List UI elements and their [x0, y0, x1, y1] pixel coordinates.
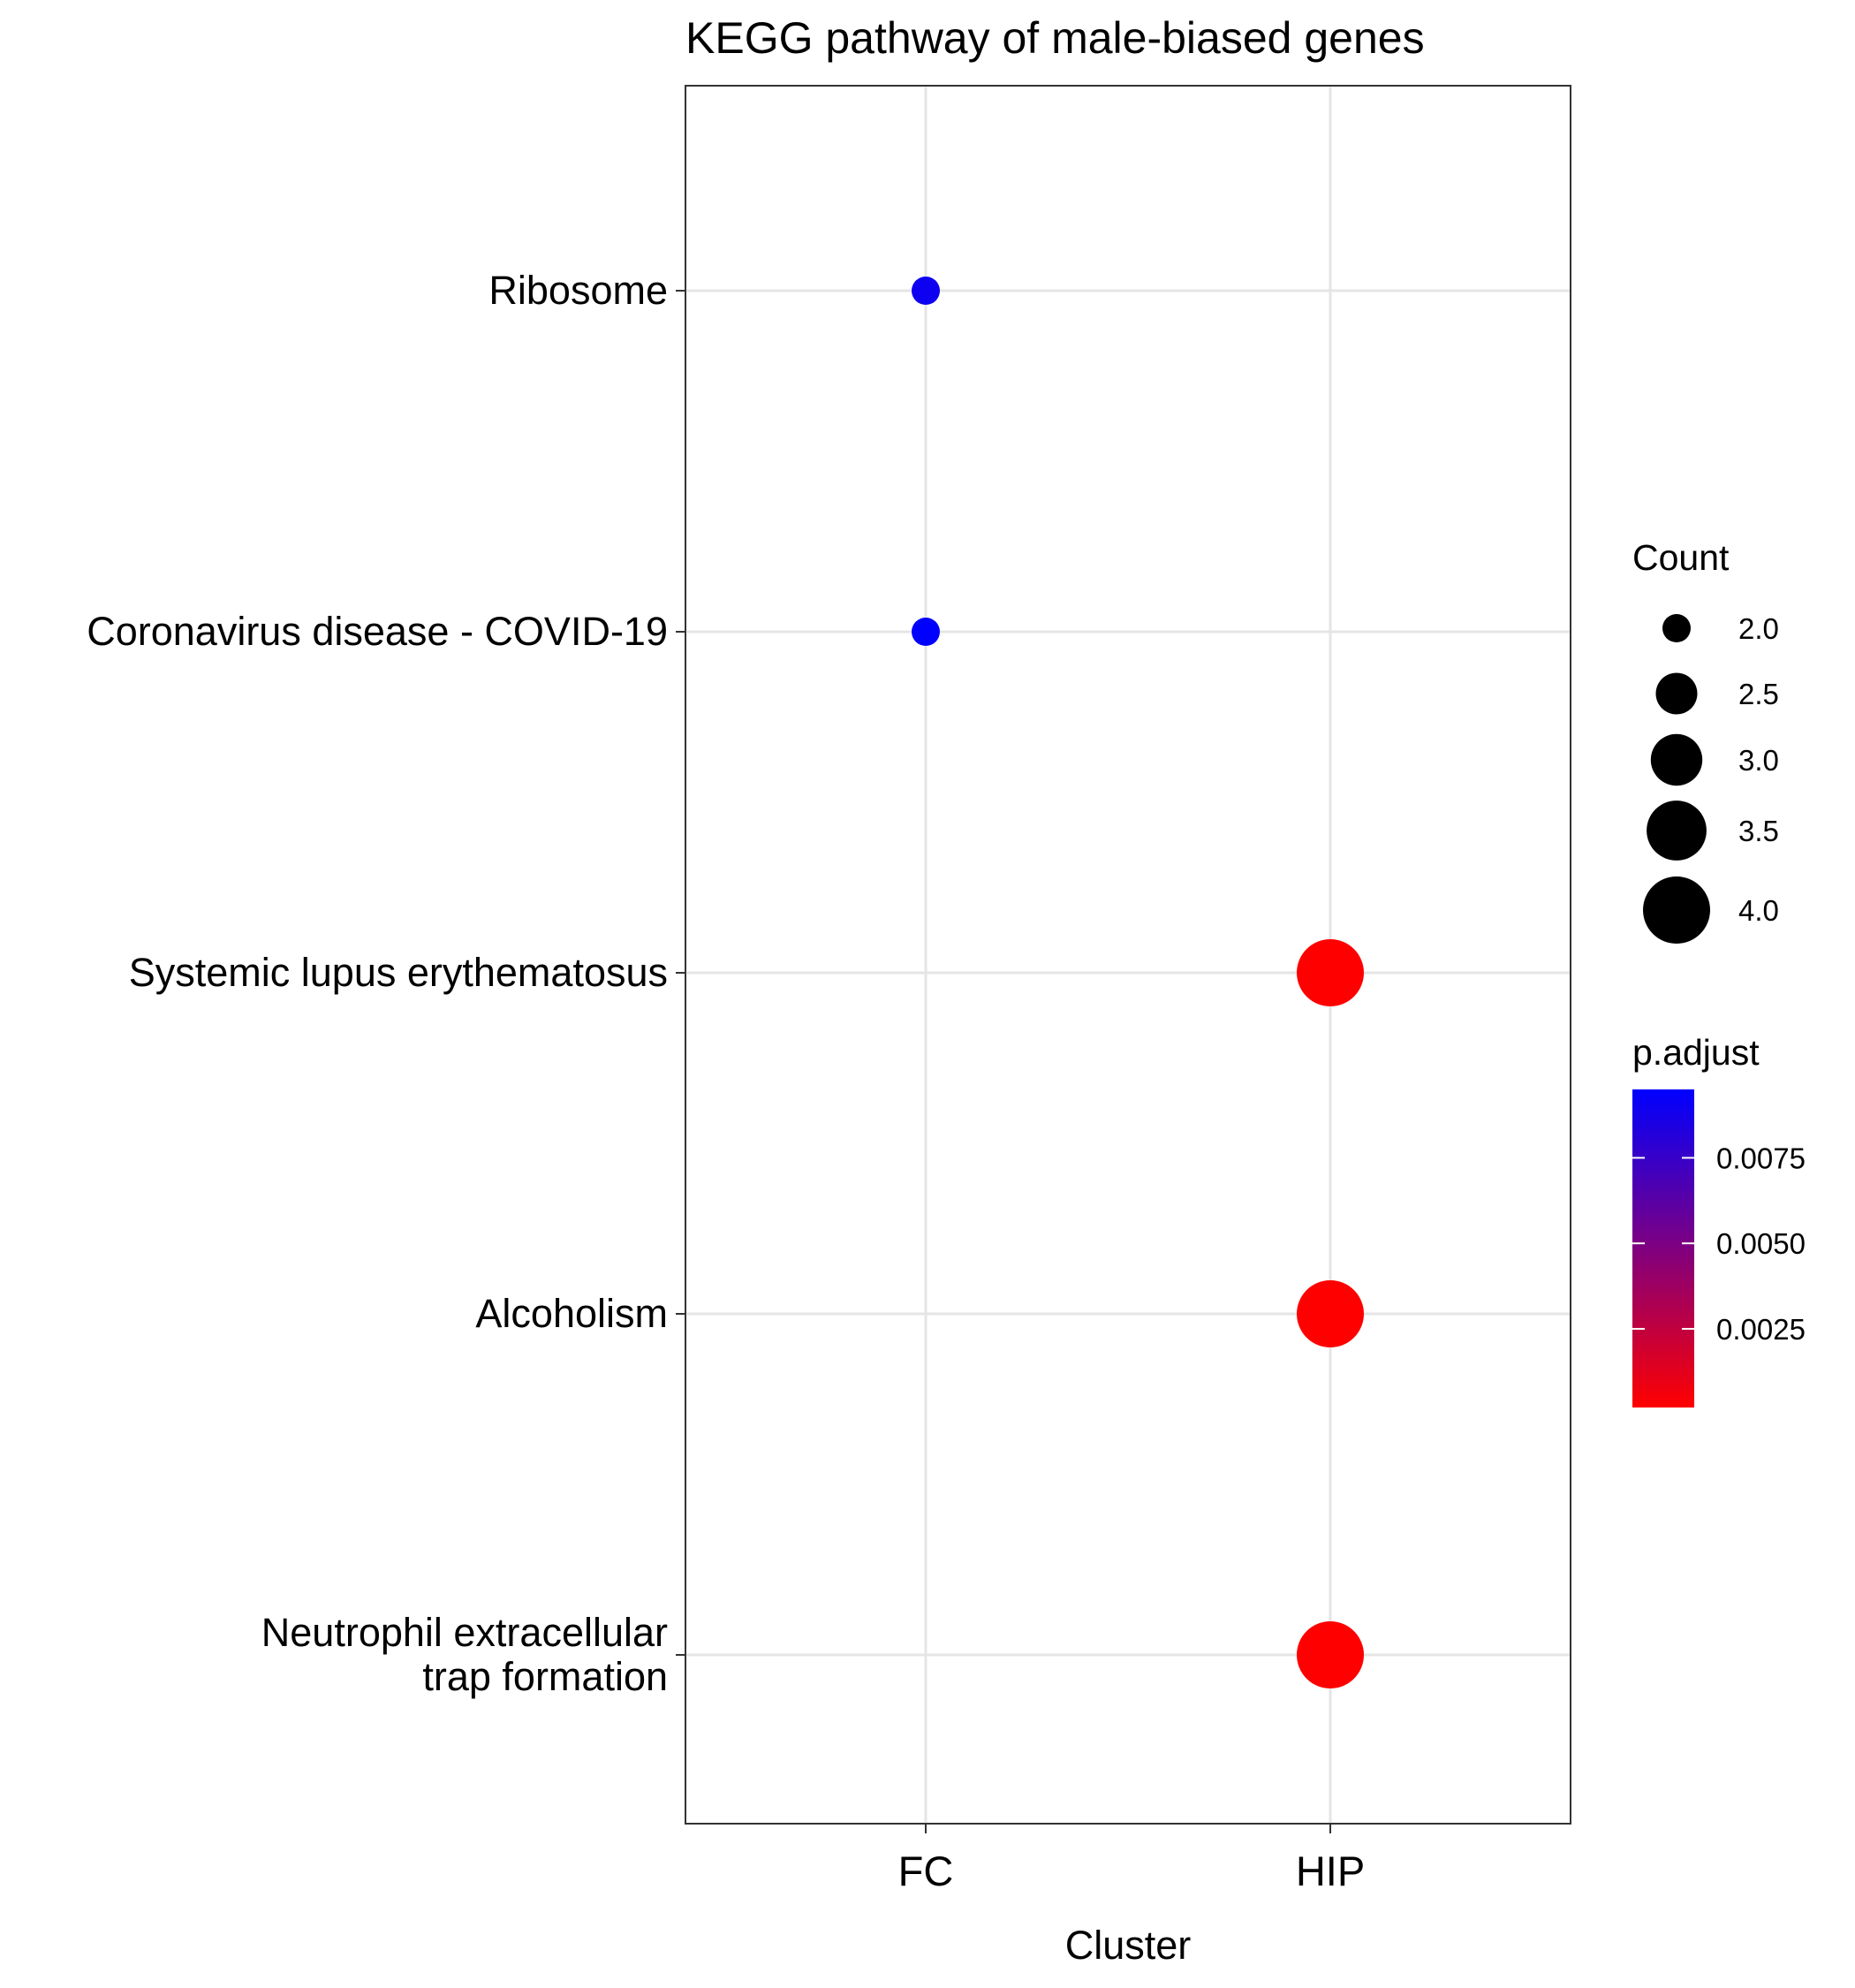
plot-panel-border [685, 85, 1571, 1825]
y-axis: Ribosome Coronavirus disease - COVID-19 Sy… [87, 268, 685, 1699]
data-point [1297, 1280, 1364, 1347]
colorbar-tick-label: 0.0075 [1716, 1142, 1806, 1174]
y-tick-label: Ribosome [488, 268, 668, 313]
count-legend-label: 3.5 [1738, 815, 1779, 847]
y-tick-label: Alcoholism [475, 1291, 668, 1336]
count-legend-title: Count [1632, 537, 1730, 578]
x-tick-label: FC [898, 1848, 954, 1894]
data-point [912, 277, 940, 305]
colorbar-tick-label: 0.0050 [1716, 1227, 1806, 1260]
p-adjust-legend-title: p.adjust [1632, 1032, 1760, 1073]
y-tick-label: trap formation [422, 1654, 668, 1699]
x-axis: FC HIP [898, 1824, 1365, 1894]
count-legend-key [1650, 733, 1703, 786]
count-legend-label: 4.0 [1738, 894, 1779, 927]
data-point [912, 618, 940, 646]
count-legend-label: 2.5 [1738, 678, 1779, 710]
y-tick-label: Systemic lupus erythematosus [129, 950, 668, 995]
count-legend-key [1655, 672, 1698, 715]
count-legend-label: 3.0 [1738, 744, 1779, 777]
grid-lines [685, 86, 1571, 1824]
count-legend-key [1643, 876, 1710, 944]
p-adjust-legend-ticks: 0.0025 0.0050 0.0075 [1632, 1142, 1806, 1346]
data-point [1297, 939, 1364, 1006]
count-legend-key [1647, 801, 1707, 861]
count-legend-label: 2.0 [1738, 612, 1779, 645]
colorbar-tick-label: 0.0025 [1716, 1313, 1806, 1346]
x-axis-title: Cluster [1065, 1923, 1192, 1968]
count-legend: 2.0 2.5 3.0 3.5 4.0 [1643, 612, 1779, 944]
data-point [1297, 1621, 1364, 1688]
y-tick-label: Coronavirus disease - COVID-19 [87, 609, 668, 654]
y-tick-label: Neutrophil extracellular [261, 1610, 668, 1655]
data-points [912, 277, 1364, 1688]
x-tick-label: HIP [1296, 1848, 1365, 1894]
chart-title: KEGG pathway of male-biased genes [685, 13, 1425, 63]
p-adjust-colorbar [1632, 1089, 1694, 1408]
count-legend-key [1662, 614, 1691, 642]
